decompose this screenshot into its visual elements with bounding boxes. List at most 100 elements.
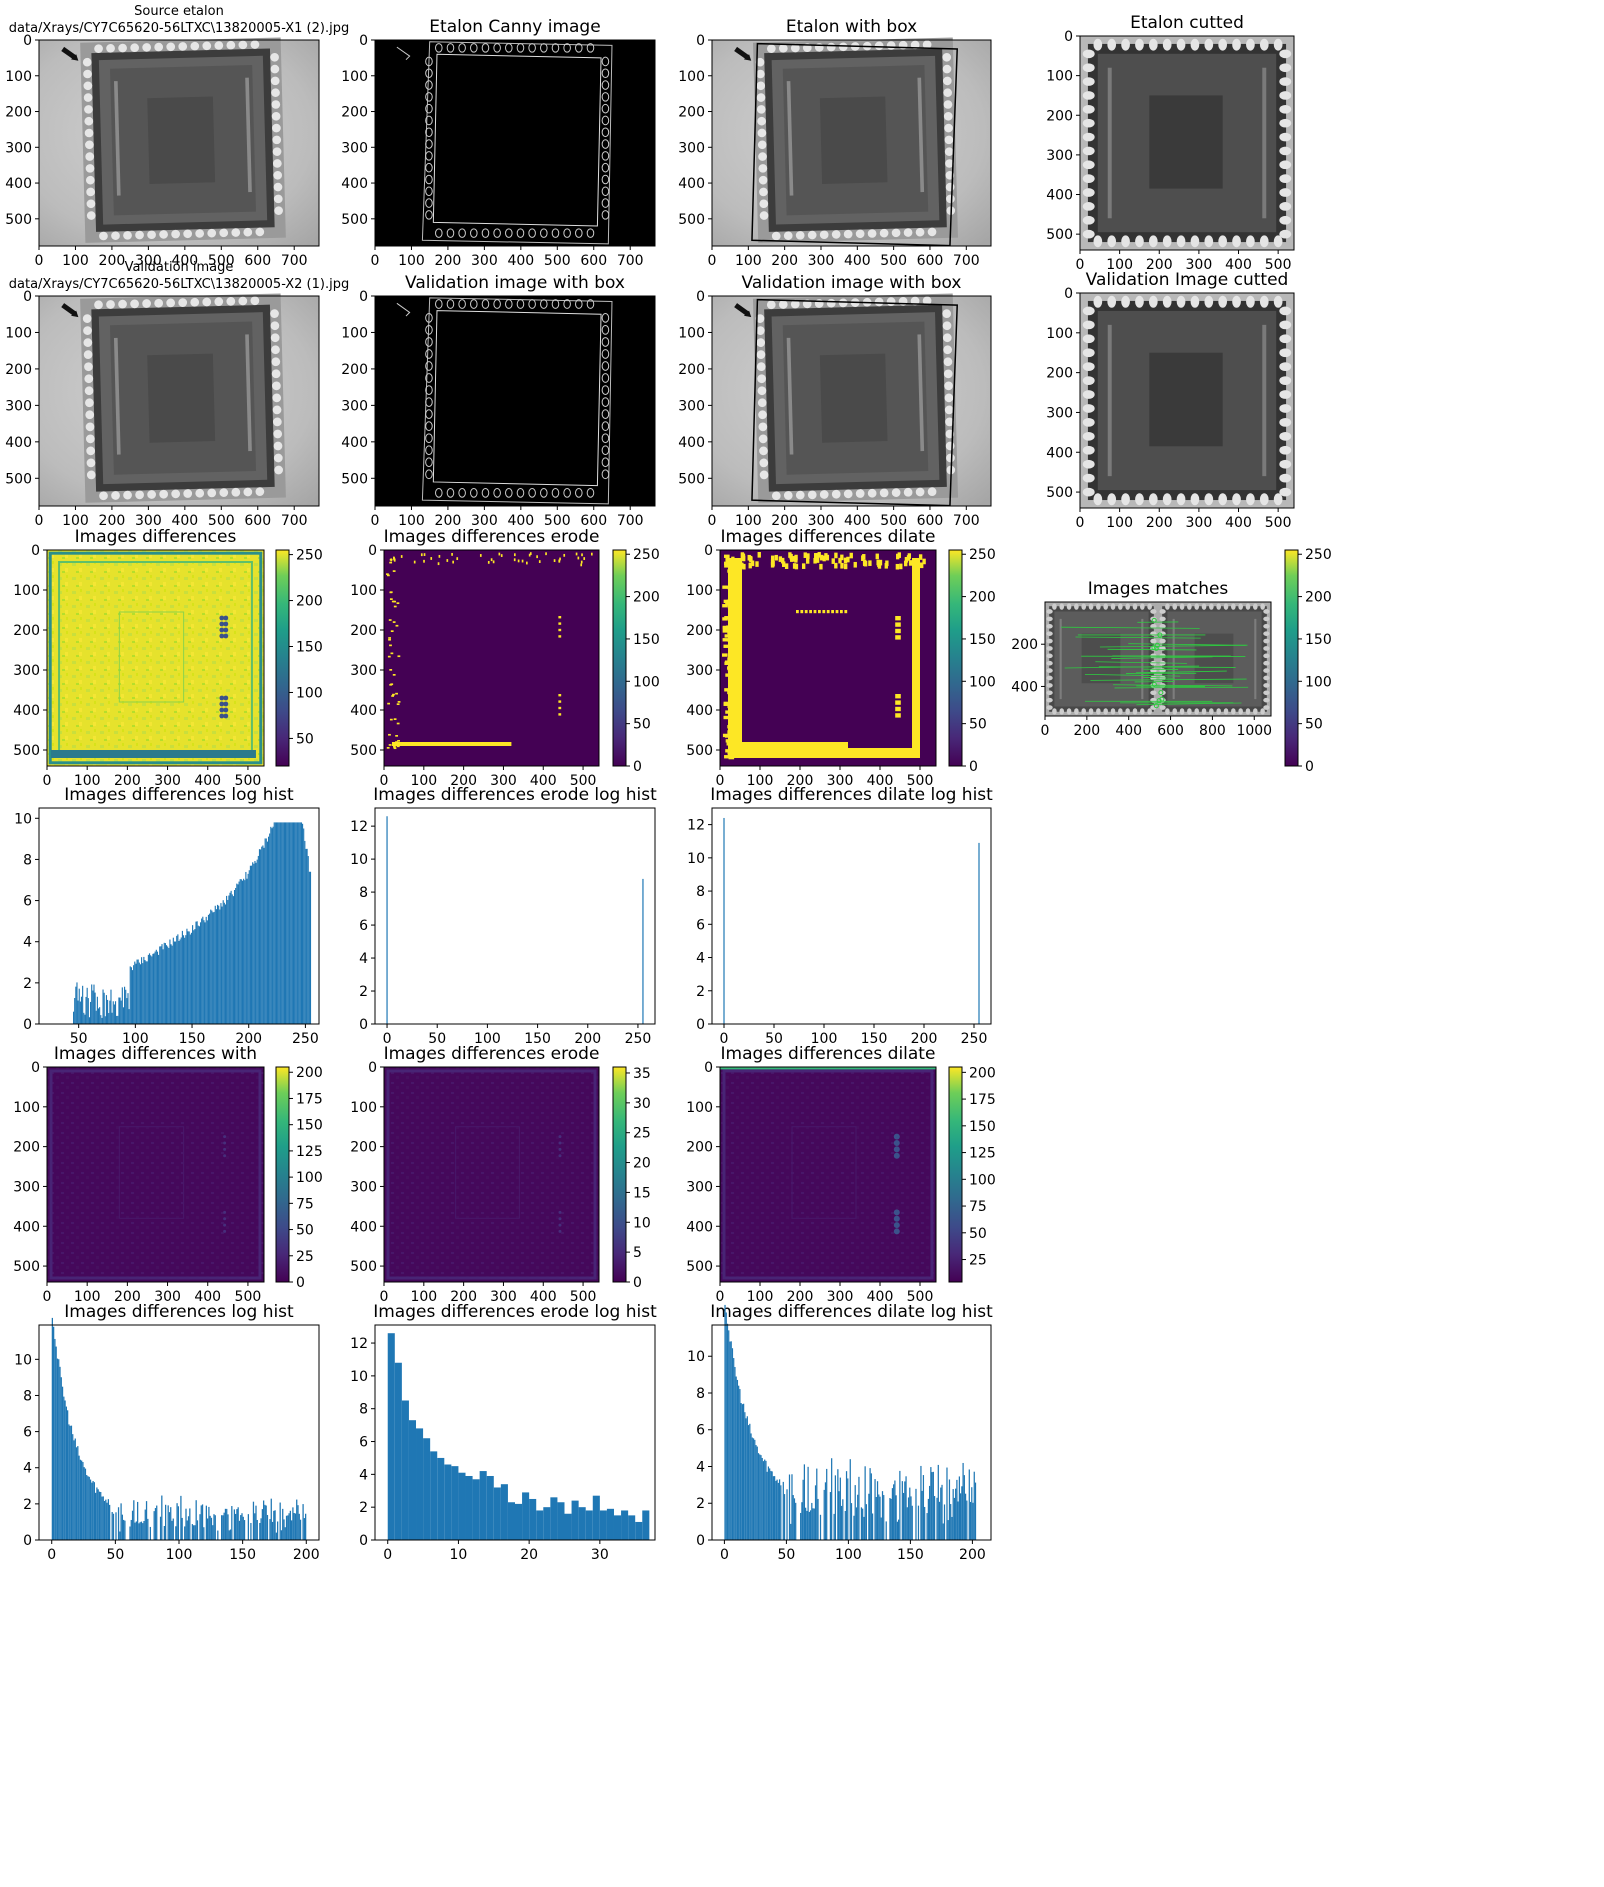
pad	[783, 491, 793, 500]
pad	[922, 296, 932, 306]
crop-pad	[1046, 646, 1053, 651]
histogram-bar	[308, 871, 310, 1024]
pad	[879, 488, 889, 498]
pad	[771, 231, 781, 241]
histogram-bar	[85, 996, 87, 1024]
x-tick-label: 100	[74, 773, 101, 789]
histogram-bar	[211, 910, 213, 1024]
pad	[85, 410, 95, 420]
crop-pad	[1279, 334, 1292, 344]
histogram-bar	[969, 1501, 972, 1540]
histogram-bar	[961, 1486, 963, 1540]
y-tick-label: 12	[350, 819, 368, 835]
pad	[783, 231, 793, 240]
crop-pad	[1082, 77, 1095, 86]
mask-background	[720, 550, 936, 766]
canny-pad	[601, 186, 610, 197]
histogram-bar	[165, 1504, 167, 1540]
mask-blob	[558, 635, 562, 638]
canny-pad	[493, 299, 501, 309]
crop-pad	[1046, 675, 1053, 681]
histogram-bar	[238, 1520, 241, 1540]
subplot-title: Validation Image cutted	[1086, 270, 1289, 290]
y-tick-label: 400	[1046, 188, 1073, 204]
x-tick-label: 50	[106, 1547, 124, 1563]
axes-frame	[374, 807, 656, 1025]
chip-die	[819, 353, 888, 443]
x-tick-label: 200	[787, 1289, 814, 1305]
crop-pad	[1082, 118, 1095, 128]
plot-area	[375, 1325, 655, 1540]
crop-pad	[1059, 708, 1065, 715]
pad	[83, 81, 93, 91]
canny-pad	[601, 397, 610, 407]
histogram-bar	[164, 943, 166, 1024]
histogram-bar	[805, 1507, 807, 1540]
keypoint	[1153, 703, 1159, 709]
histogram-bar	[770, 1470, 772, 1540]
crop-pad	[1082, 487, 1095, 497]
pad	[147, 230, 156, 240]
mask-blob	[822, 555, 826, 562]
histogram-bar	[871, 1513, 874, 1540]
x-tick-label: 300	[135, 513, 162, 529]
histogram-bar	[298, 1513, 300, 1540]
mask-blob	[792, 556, 796, 562]
histogram-bar	[811, 1502, 813, 1540]
canny-pad	[528, 228, 536, 238]
histogram-bar	[190, 932, 193, 1024]
histogram-bar	[147, 1518, 149, 1540]
pad	[135, 490, 144, 500]
crop-pad	[1279, 362, 1292, 372]
pad	[255, 487, 265, 497]
mask-blob	[387, 655, 391, 658]
colorbar-tick-label: 5	[633, 1245, 642, 1261]
mask-blob	[456, 557, 459, 561]
histogram-bar	[921, 1490, 923, 1540]
colorbar-tick-label: 150	[633, 632, 660, 648]
y-tick-label: 300	[1046, 148, 1073, 164]
canny-pad	[601, 174, 610, 185]
histogram-bar	[847, 1478, 849, 1540]
diff-low-ring	[49, 1069, 262, 1280]
keypoint	[1151, 682, 1157, 688]
crop-pad	[1279, 202, 1292, 211]
mask-blob	[801, 563, 806, 569]
mask-blob	[388, 744, 392, 746]
histogram-bar	[302, 1504, 304, 1540]
pad	[855, 229, 865, 239]
mask-blob	[877, 563, 882, 569]
x-tick-label: 200	[1073, 723, 1100, 739]
pad	[84, 374, 94, 384]
mask-blob	[818, 610, 821, 614]
y-tick-label: 10	[350, 852, 368, 868]
histogram-bar	[408, 1420, 417, 1540]
y-tick-label: 400	[686, 703, 713, 719]
mask-blob	[396, 722, 400, 725]
pad	[159, 230, 168, 239]
x-tick-label: 600	[244, 513, 271, 529]
colorbar-tick-label: 150	[1305, 632, 1332, 648]
crop-pad	[1162, 38, 1172, 51]
histogram-bar	[192, 925, 194, 1024]
mask-blob	[815, 557, 820, 563]
histogram-bar	[87, 998, 89, 1024]
crop-pad	[1246, 235, 1255, 248]
x-tick-label: 700	[281, 513, 308, 529]
crop-pad	[1232, 38, 1241, 51]
crop-pad	[1231, 603, 1236, 610]
histogram-bar	[809, 1510, 812, 1540]
mask-blob	[918, 554, 923, 560]
match-line	[1090, 678, 1247, 681]
crop-pad	[1279, 431, 1292, 441]
histogram-bar	[267, 836, 270, 1024]
axes-frame	[46, 549, 265, 767]
y-tick-label: 100	[350, 1100, 377, 1116]
x-tick-label: 400	[1225, 515, 1252, 531]
crop-pad	[1125, 603, 1130, 610]
histogram-bar	[266, 841, 268, 1024]
histogram-bar	[102, 1496, 104, 1540]
mask-blob	[487, 560, 490, 564]
pad	[130, 299, 139, 309]
